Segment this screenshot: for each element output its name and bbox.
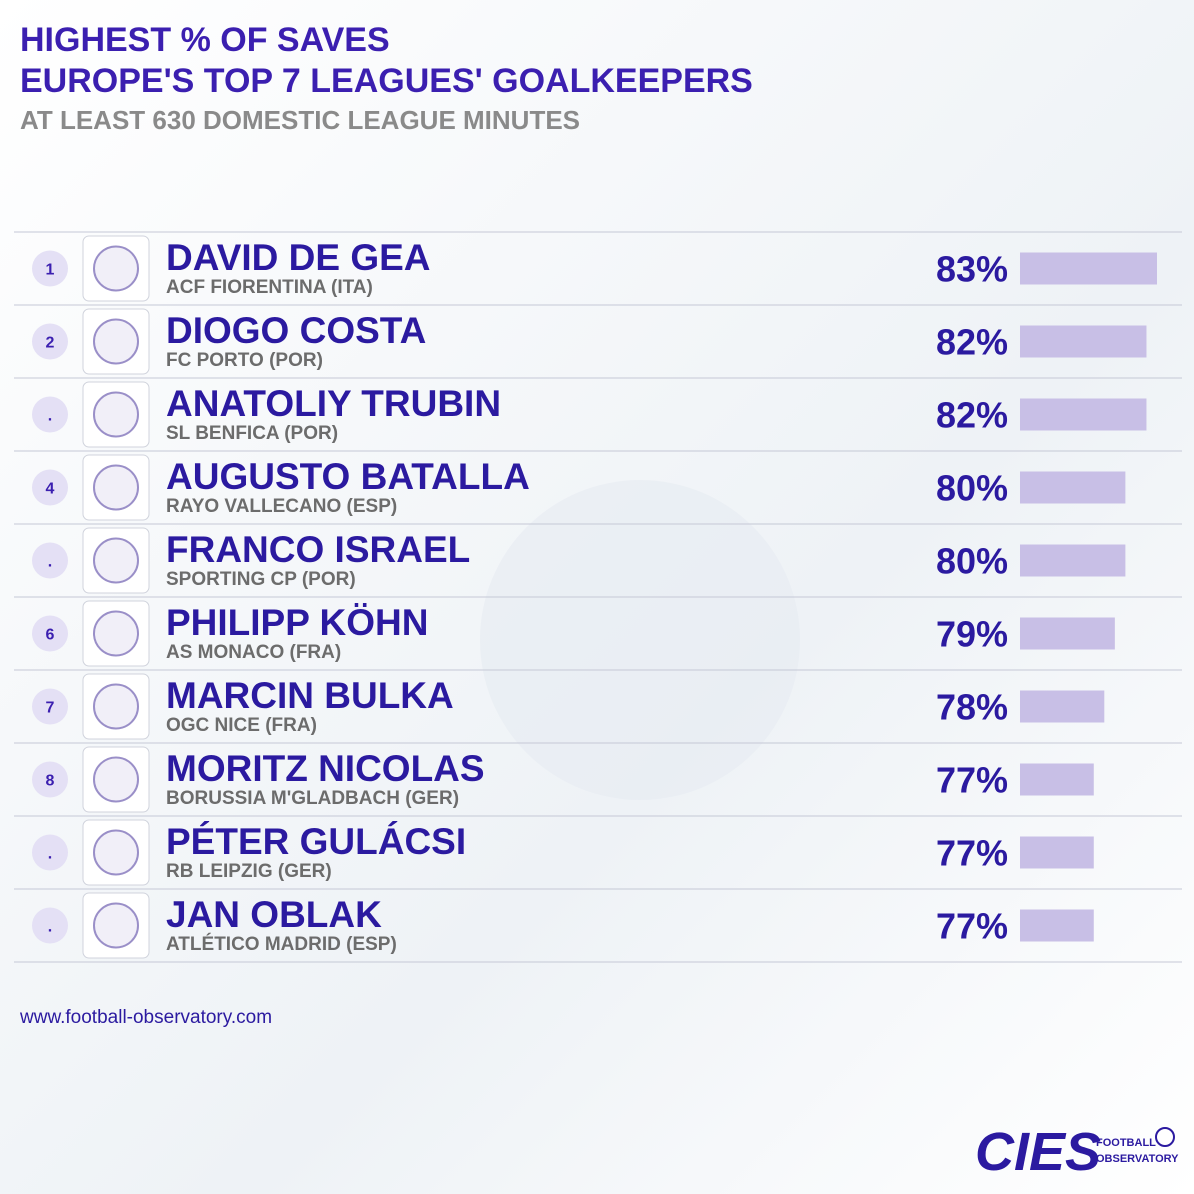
rank: .: [48, 846, 52, 863]
value-label: 82%: [936, 322, 1008, 363]
player-name: DAVID DE GEA: [166, 237, 431, 278]
url: www.football-observatory.com: [19, 1007, 272, 1028]
club-crest: [93, 610, 139, 657]
rank-badge: [32, 615, 68, 652]
value-label: 80%: [936, 468, 1008, 509]
rank-badge: [32, 396, 68, 433]
club-name: BORUSSIA M'GLADBACH (GER): [166, 788, 459, 809]
club-name: RB LEIPZIG (GER): [166, 861, 332, 882]
player-name: MARCIN BULKA: [166, 675, 454, 716]
rank: .: [48, 408, 52, 425]
rank: .: [48, 554, 52, 571]
club-crest: [93, 391, 139, 438]
rank: 1: [46, 262, 55, 279]
club-crest: [93, 683, 139, 730]
bar: [1020, 325, 1147, 358]
club-name: FC PORTO (POR): [166, 350, 323, 371]
rank-badge: [32, 834, 68, 871]
value-label: 77%: [936, 833, 1008, 874]
bar: [1020, 836, 1094, 869]
rank: 2: [46, 335, 55, 352]
club-name: OGC NICE (FRA): [166, 715, 317, 736]
value-label: 80%: [936, 541, 1008, 582]
club-name: RAYO VALLECANO (ESP): [166, 496, 397, 517]
club-name: ACF FIORENTINA (ITA): [166, 277, 373, 298]
player-name: PHILIPP KÖHN: [166, 602, 428, 643]
club-name: ATLÉTICO MADRID (ESP): [166, 933, 397, 955]
bar: [1020, 763, 1094, 796]
club-crest: [93, 537, 139, 584]
rank-badge: [32, 250, 68, 287]
value-label: 77%: [936, 906, 1008, 947]
rank: 8: [46, 773, 55, 790]
rank: 6: [46, 627, 55, 644]
club-crest: [93, 245, 139, 292]
logo-text: FOOTBALL: [1096, 1137, 1156, 1149]
title: HIGHEST % OF SAVES: [20, 21, 390, 59]
rank-badge: [32, 907, 68, 944]
club-name: SL BENFICA (POR): [166, 423, 338, 444]
club-crest: [93, 464, 139, 511]
decor-ball: [480, 480, 800, 800]
logo: CIES: [975, 1122, 1101, 1182]
value-label: 83%: [936, 249, 1008, 290]
value-label: 78%: [936, 687, 1008, 728]
subtitle: AT LEAST 630 DOMESTIC LEAGUE MINUTES: [20, 105, 580, 135]
value-label: 82%: [936, 395, 1008, 436]
club-crest: [93, 902, 139, 949]
club-name: SPORTING CP (POR): [166, 569, 356, 590]
bar: [1020, 909, 1094, 942]
bar: [1020, 252, 1157, 285]
club-crest: [93, 756, 139, 803]
bar: [1020, 471, 1126, 504]
bar: [1020, 690, 1105, 723]
title: EUROPE'S TOP 7 LEAGUES' GOALKEEPERS: [20, 62, 753, 100]
bar: [1020, 544, 1126, 577]
bar: [1020, 617, 1115, 650]
club-crest: [93, 829, 139, 876]
rank: 4: [46, 481, 55, 498]
player-name: AUGUSTO BATALLA: [166, 456, 530, 497]
logo-text: OBSERVATORY: [1096, 1153, 1179, 1165]
club-crest: [93, 318, 139, 365]
club-name: AS MONACO (FRA): [166, 642, 341, 663]
rank-badge: [32, 542, 68, 579]
player-name: ANATOLIY TRUBIN: [166, 383, 501, 424]
value-label: 77%: [936, 760, 1008, 801]
player-name: FRANCO ISRAEL: [166, 529, 470, 570]
player-name: MORITZ NICOLAS: [166, 748, 485, 789]
value-label: 79%: [936, 614, 1008, 655]
rank: 7: [46, 700, 55, 717]
logo-ball: [1155, 1127, 1175, 1147]
rank-badge: [32, 761, 68, 798]
rank-badge: [32, 323, 68, 360]
rank: .: [48, 919, 52, 936]
rank-badge: [32, 469, 68, 506]
rank-badge: [32, 688, 68, 725]
bar: [1020, 398, 1147, 431]
player-name: PÉTER GULÁCSI: [166, 821, 466, 862]
player-name: JAN OBLAK: [166, 894, 382, 935]
player-name: DIOGO COSTA: [166, 310, 426, 351]
